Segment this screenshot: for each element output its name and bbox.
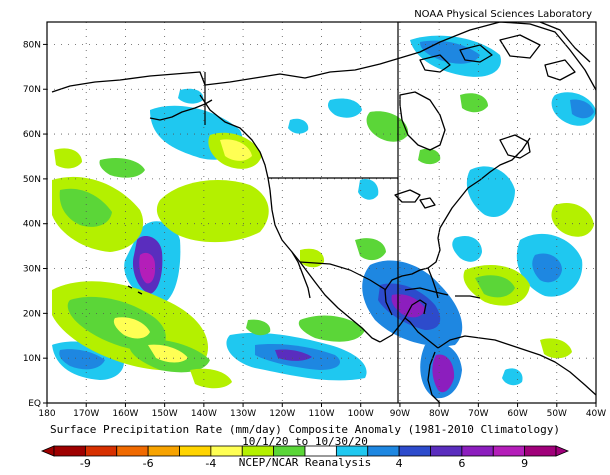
graticule	[47, 22, 596, 403]
wet-anomaly-layer	[52, 35, 596, 399]
map-panel	[47, 22, 596, 403]
lon-tick-label: 130W	[230, 409, 256, 419]
lon-tick-label: 160W	[112, 409, 138, 419]
lon-tick-label: 180	[38, 409, 55, 419]
colorbar-tick-label: -9	[79, 457, 91, 470]
lat-tick-label: EQ	[28, 399, 41, 409]
colorbar-tick-label: -4	[205, 457, 217, 470]
title-line-2: 10/1/20 to 10/30/20	[242, 435, 368, 448]
lon-tick-label: 100W	[348, 409, 374, 419]
colorbar-tick-label: -6	[142, 457, 154, 470]
lon-tick-label: 40W	[586, 409, 606, 419]
lat-tick-label: 60N	[23, 130, 41, 140]
lat-tick-label: 40N	[23, 220, 41, 230]
lon-tick-label: 70W	[468, 409, 488, 419]
lon-tick-label: 50W	[547, 409, 567, 419]
dry-anomaly-layer	[52, 93, 594, 389]
lon-tick-label: 150W	[152, 409, 178, 419]
colorbar	[40, 445, 570, 457]
lon-tick-label: 90W	[390, 409, 410, 419]
border-layer	[204, 72, 398, 291]
latitude-axis: 80N 70N 60N 50N 40N 30N 20N 10N EQ	[23, 40, 47, 409]
colorbar-tick-label: 9	[521, 457, 529, 470]
lon-tick-label: 60W	[507, 409, 527, 419]
title-line-1: Surface Precipitation Rate (mm/day) Comp…	[50, 423, 560, 436]
credit-label: NOAA Physical Sciences Laboratory	[414, 9, 592, 20]
lon-tick-label: 80W	[429, 409, 449, 419]
colorbar-tick-label: 6	[458, 457, 466, 470]
lat-tick-label: 80N	[23, 40, 41, 50]
lat-tick-label: 70N	[23, 85, 41, 95]
lat-tick-label: 10N	[23, 354, 41, 364]
lon-tick-label: 110W	[308, 409, 334, 419]
longitude-axis: 180 170W 160W 150W 140W 130W 120W 110W 100W 90W 80…	[38, 403, 606, 419]
lon-tick-label: 170W	[73, 409, 99, 419]
lon-tick-label: 120W	[269, 409, 295, 419]
colorbar-right-arrow	[555, 445, 570, 457]
colorbar-tick-label: 4	[395, 457, 403, 470]
lat-tick-label: 30N	[23, 265, 41, 275]
lat-tick-label: 20N	[23, 309, 41, 319]
lat-tick-label: 50N	[23, 175, 41, 185]
lon-tick-label: 140W	[191, 409, 217, 419]
title-line-3: NCEP/NCAR Reanalysis	[238, 456, 372, 469]
